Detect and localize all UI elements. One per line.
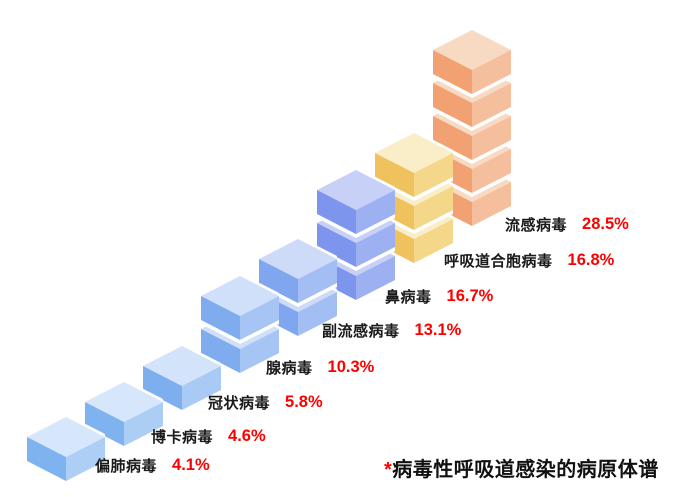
iso-cube	[85, 382, 163, 446]
category-row: 呼吸道合胞病毒 16.8%	[444, 250, 614, 271]
bar-stack-5	[259, 239, 337, 336]
category-label: 鼻病毒	[385, 289, 432, 306]
value-label: 13.1%	[414, 321, 462, 339]
category-row: 腺病毒 10.3%	[266, 357, 374, 378]
category-label: 副流感病毒	[322, 323, 400, 340]
iso-cube	[375, 133, 453, 197]
category-label: 博卡病毒	[151, 429, 214, 446]
category-label: 流感病毒	[505, 217, 568, 234]
value-label: 5.8%	[285, 393, 323, 411]
iso-cube	[317, 170, 395, 234]
footnote-asterisk: *	[384, 459, 393, 481]
category-row: 副流感病毒 13.1%	[322, 320, 461, 341]
value-label: 16.7%	[446, 287, 494, 305]
value-label: 4.1%	[172, 456, 210, 474]
value-label: 16.8%	[567, 251, 615, 269]
footnote-text: 病毒性呼吸道感染的病原体谱	[392, 459, 659, 481]
bar-stack-4	[201, 276, 279, 373]
category-row: 博卡病毒 4.6%	[151, 426, 266, 447]
category-row: 流感病毒 28.5%	[505, 214, 629, 235]
category-label: 冠状病毒	[208, 395, 271, 412]
chart-footnote: *病毒性呼吸道感染的病原体谱	[384, 453, 659, 482]
category-row: 偏肺病毒 4.1%	[95, 455, 210, 476]
iso-cube	[259, 239, 337, 303]
iso-cube	[201, 276, 279, 340]
category-row: 冠状病毒 5.8%	[208, 392, 323, 413]
category-label: 呼吸道合胞病毒	[444, 253, 553, 270]
category-row: 鼻病毒 16.7%	[385, 286, 493, 307]
category-label: 腺病毒	[266, 360, 313, 377]
iso-cube	[27, 417, 105, 481]
value-label: 10.3%	[327, 358, 375, 376]
category-label: 偏肺病毒	[95, 458, 158, 475]
value-label: 28.5%	[582, 215, 629, 233]
bar-stack-1	[27, 417, 105, 481]
bar-stack-2	[85, 382, 163, 446]
value-label: 4.6%	[228, 427, 266, 445]
iso-cube	[433, 30, 511, 94]
bar-stack-6	[317, 170, 395, 300]
